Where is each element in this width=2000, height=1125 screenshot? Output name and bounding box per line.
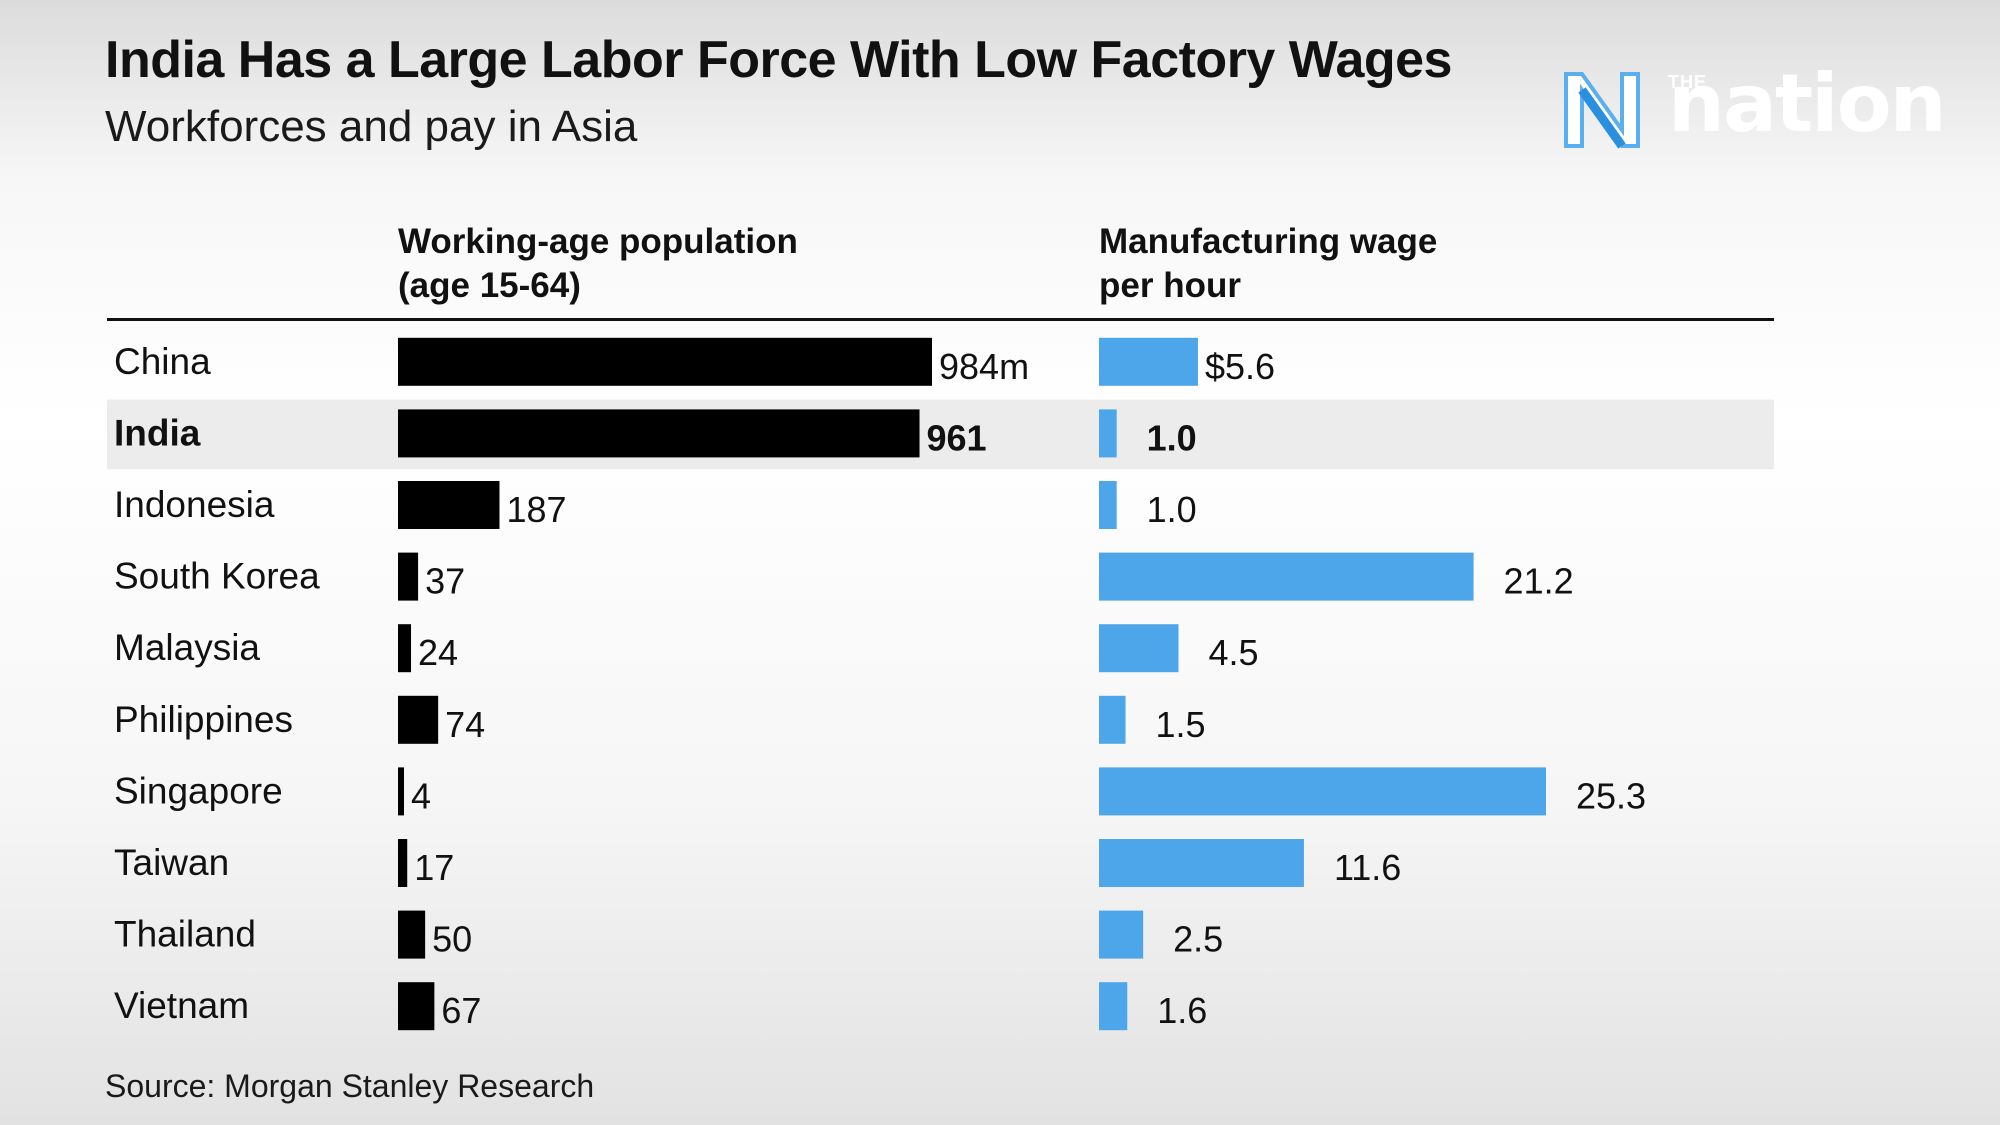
category-label-thailand: Thailand	[114, 914, 256, 955]
category-label-china: China	[114, 341, 211, 382]
category-label-taiwan: Taiwan	[114, 842, 229, 883]
the-nation-logo: THE nation	[1560, 64, 1947, 152]
population-header-line-2: (age 15-64)	[398, 265, 581, 305]
population-bar-singapore	[398, 767, 404, 816]
logo-the-text: THE	[1668, 72, 1707, 92]
wage-value-india: 1.0	[1147, 417, 1197, 458]
chart-title: India Has a Large Labor Force With Low F…	[105, 31, 1452, 89]
logo-name-text: nation	[1668, 57, 1947, 150]
wage-value-china: $5.6	[1205, 346, 1275, 387]
population-value-indonesia: 187	[506, 489, 566, 530]
population-bar-china	[398, 337, 932, 386]
nation-n-icon	[1564, 72, 1640, 149]
wage-header-line-2: per hour	[1099, 265, 1241, 305]
wage-bar-south-korea	[1099, 552, 1474, 601]
population-value-india: 961	[927, 417, 987, 458]
population-value-china: 984m	[939, 346, 1029, 387]
category-label-singapore: Singapore	[114, 770, 283, 811]
category-label-philippines: Philippines	[114, 699, 293, 740]
wage-bar-indonesia	[1099, 481, 1117, 529]
population-column-header: Working-age population (age 15-64)	[398, 220, 998, 308]
population-value-malaysia: 24	[418, 632, 458, 673]
wage-column-header: Manufacturing wage per hour	[1099, 220, 1699, 308]
population-bar-malaysia	[398, 624, 412, 673]
population-header-line-1: Working-age population	[398, 222, 798, 261]
wage-bar-taiwan	[1099, 839, 1304, 887]
wage-bar-vietnam	[1099, 982, 1128, 1031]
chart-subtitle: Workforces and pay in Asia	[105, 102, 638, 151]
source-note: Source: Morgan Stanley Research	[105, 1068, 595, 1104]
wage-value-singapore: 25.3	[1576, 775, 1646, 816]
category-label-indonesia: Indonesia	[114, 484, 275, 525]
wage-bar-singapore	[1099, 767, 1546, 816]
population-bar-taiwan	[398, 839, 408, 887]
population-value-vietnam: 67	[441, 990, 481, 1031]
wage-value-indonesia: 1.0	[1147, 489, 1197, 530]
population-bar-thailand	[398, 910, 426, 959]
population-value-south-korea: 37	[425, 561, 465, 602]
highlight-row-india	[107, 399, 1774, 470]
wage-bar-thailand	[1099, 910, 1144, 959]
category-label-south-korea: South Korea	[114, 556, 320, 597]
population-value-philippines: 74	[445, 704, 485, 745]
population-value-thailand: 50	[432, 919, 472, 960]
wage-bar-philippines	[1099, 695, 1126, 744]
header-rule	[107, 318, 1774, 321]
wage-bar-malaysia	[1099, 624, 1179, 673]
population-bar-indonesia	[398, 481, 500, 529]
wage-value-taiwan: 11.6	[1334, 847, 1401, 888]
wage-bar-india	[1099, 409, 1117, 458]
wage-bar-china	[1099, 337, 1198, 386]
wage-value-malaysia: 4.5	[1209, 632, 1259, 673]
wage-header-line-1: Manufacturing wage	[1099, 222, 1438, 261]
wage-value-philippines: 1.5	[1156, 704, 1206, 745]
category-label-india: India	[114, 412, 201, 453]
population-value-singapore: 4	[411, 775, 431, 816]
wage-value-thailand: 2.5	[1173, 919, 1223, 960]
population-value-taiwan: 17	[414, 847, 454, 888]
category-label-vietnam: Vietnam	[114, 985, 249, 1026]
category-label-malaysia: Malaysia	[114, 627, 260, 668]
wage-value-vietnam: 1.6	[1157, 990, 1207, 1031]
population-bar-philippines	[398, 695, 439, 744]
wage-value-south-korea: 21.2	[1504, 561, 1574, 602]
population-bar-india	[398, 409, 920, 458]
population-bar-south-korea	[398, 552, 419, 601]
population-bar-vietnam	[398, 982, 435, 1031]
